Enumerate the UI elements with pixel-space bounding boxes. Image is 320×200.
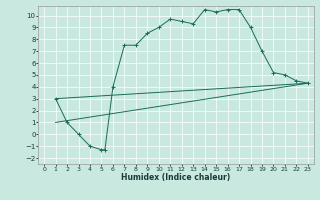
X-axis label: Humidex (Indice chaleur): Humidex (Indice chaleur) (121, 173, 231, 182)
